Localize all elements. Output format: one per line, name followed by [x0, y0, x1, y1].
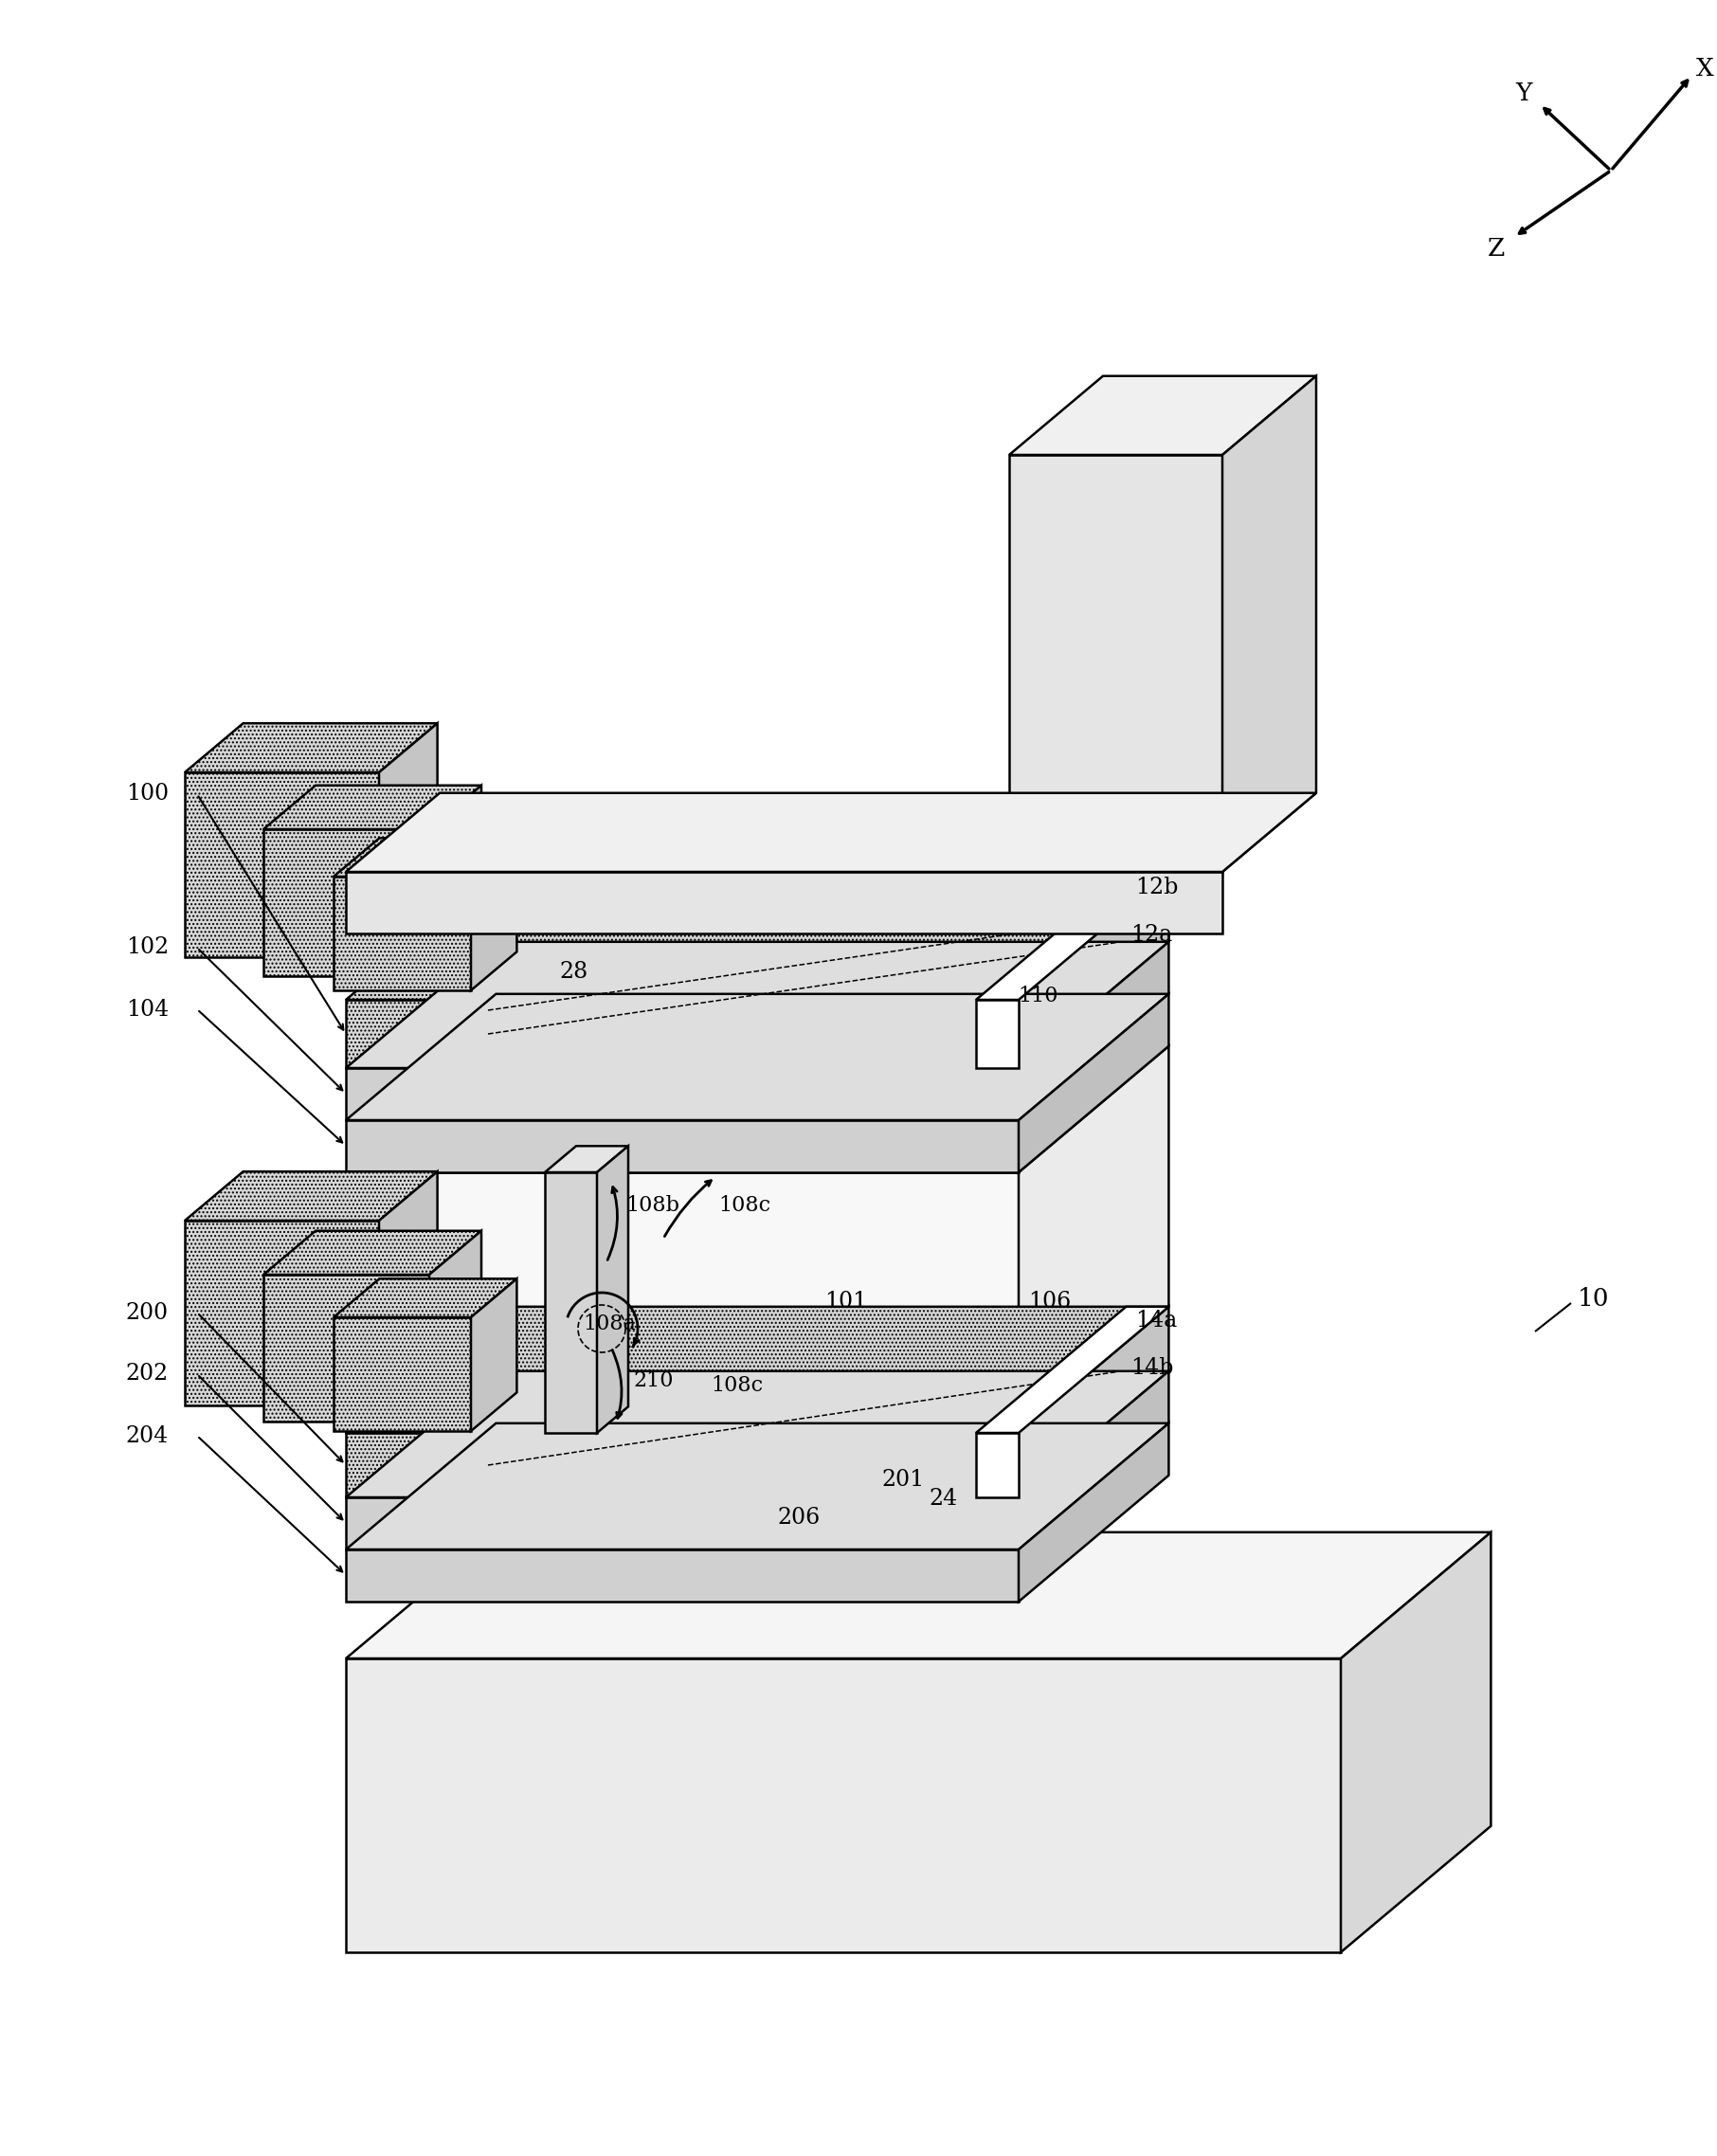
Polygon shape — [263, 1274, 429, 1421]
Text: X: X — [1696, 56, 1714, 80]
Polygon shape — [544, 1147, 628, 1173]
Text: 204: 204 — [125, 1425, 168, 1447]
Polygon shape — [333, 1317, 470, 1432]
Polygon shape — [975, 873, 1169, 1000]
Text: 108c: 108c — [711, 1376, 762, 1395]
Text: 12a: 12a — [1132, 925, 1173, 946]
Text: 210: 210 — [634, 1371, 673, 1391]
Polygon shape — [345, 1173, 1018, 1434]
Text: 100: 100 — [125, 783, 168, 804]
Text: 202: 202 — [125, 1363, 168, 1384]
Text: 108a: 108a — [582, 1313, 635, 1335]
Polygon shape — [1018, 1423, 1169, 1602]
Polygon shape — [345, 1067, 1018, 1121]
Text: 108b: 108b — [625, 1194, 680, 1216]
Text: 24: 24 — [929, 1488, 958, 1509]
Polygon shape — [345, 942, 1169, 1067]
Polygon shape — [345, 994, 1169, 1121]
Polygon shape — [345, 1307, 1169, 1434]
Polygon shape — [263, 830, 429, 977]
Polygon shape — [185, 1220, 379, 1406]
Text: Z: Z — [1487, 237, 1504, 261]
Polygon shape — [185, 722, 438, 772]
Polygon shape — [345, 1371, 1169, 1498]
Polygon shape — [1018, 942, 1169, 1121]
Text: 206: 206 — [778, 1507, 821, 1529]
Polygon shape — [544, 1173, 598, 1434]
Polygon shape — [470, 1279, 517, 1432]
Text: 14b: 14b — [1132, 1358, 1174, 1380]
Polygon shape — [429, 1231, 481, 1421]
Text: 201: 201 — [881, 1470, 924, 1492]
Polygon shape — [185, 772, 379, 957]
Polygon shape — [185, 1171, 438, 1220]
Polygon shape — [345, 1550, 1018, 1602]
Polygon shape — [975, 1434, 1018, 1498]
Text: 106: 106 — [1028, 1291, 1071, 1313]
Polygon shape — [345, 871, 1223, 934]
Polygon shape — [345, 1498, 1018, 1550]
Polygon shape — [1018, 1307, 1169, 1498]
Polygon shape — [345, 1533, 1490, 1658]
Polygon shape — [345, 1000, 1018, 1067]
Polygon shape — [429, 785, 481, 977]
Polygon shape — [598, 1147, 628, 1434]
Text: 101: 101 — [824, 1291, 867, 1313]
Text: 28: 28 — [560, 959, 587, 983]
Text: 14a: 14a — [1135, 1311, 1178, 1332]
Polygon shape — [1018, 1046, 1169, 1434]
Text: 108c: 108c — [718, 1194, 771, 1216]
Polygon shape — [345, 873, 1169, 1000]
Text: 200: 200 — [125, 1302, 168, 1324]
Polygon shape — [975, 1000, 1018, 1067]
Polygon shape — [1018, 1371, 1169, 1550]
Polygon shape — [1341, 1533, 1490, 1951]
Polygon shape — [1018, 994, 1169, 1173]
Polygon shape — [345, 1423, 1169, 1550]
Polygon shape — [345, 793, 1317, 871]
Text: Y: Y — [1516, 82, 1532, 106]
Polygon shape — [263, 1231, 481, 1274]
Polygon shape — [1010, 375, 1317, 455]
Polygon shape — [1018, 873, 1169, 1067]
Polygon shape — [379, 1171, 438, 1406]
Text: 110: 110 — [1018, 985, 1058, 1007]
Polygon shape — [975, 1307, 1169, 1434]
Polygon shape — [345, 1434, 1018, 1498]
Polygon shape — [470, 839, 517, 990]
Text: 10: 10 — [1578, 1287, 1609, 1311]
Polygon shape — [345, 1121, 1018, 1173]
Polygon shape — [1010, 455, 1223, 871]
Text: 104: 104 — [125, 998, 168, 1020]
Polygon shape — [379, 722, 438, 957]
Text: 12b: 12b — [1135, 877, 1178, 899]
Polygon shape — [345, 1658, 1341, 1951]
Polygon shape — [263, 785, 481, 830]
Polygon shape — [333, 839, 517, 877]
Text: 102: 102 — [125, 938, 168, 959]
Polygon shape — [333, 877, 470, 990]
Polygon shape — [333, 1279, 517, 1317]
Polygon shape — [1223, 375, 1317, 871]
